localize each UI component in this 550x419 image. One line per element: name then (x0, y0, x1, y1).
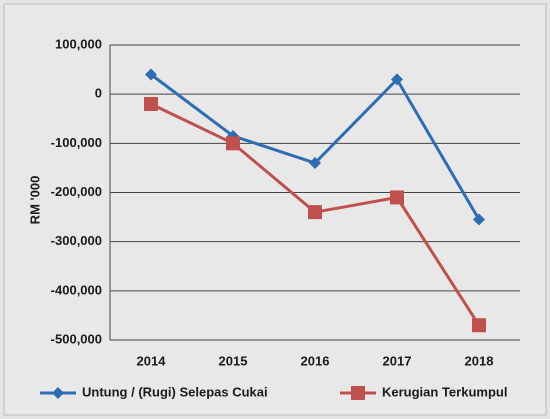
marker (144, 97, 158, 111)
marker (473, 213, 485, 226)
marker (226, 136, 240, 151)
marker (309, 157, 321, 169)
legend-label: Untung / (Rugi) Selepas Cukai (82, 384, 268, 399)
marker (390, 190, 404, 205)
y-tick-label: -500,000 (51, 331, 102, 346)
y-tick-label: 0 (95, 86, 102, 101)
y-tick-label: 100,000 (55, 36, 102, 51)
x-tick-label: 2018 (465, 353, 494, 368)
x-tick-label: 2016 (301, 353, 330, 368)
x-tick-label: 2015 (219, 353, 248, 368)
marker (351, 386, 365, 400)
marker (145, 68, 157, 81)
y-tick-label: -300,000 (51, 233, 102, 248)
y-tick-label: -100,000 (51, 135, 102, 150)
x-tick-label: 2014 (137, 353, 167, 368)
marker (52, 387, 64, 399)
y-tick-label: -200,000 (51, 184, 102, 199)
y-axis-label: RM '000 (27, 176, 42, 225)
marker (391, 73, 403, 86)
y-tick-label: -400,000 (51, 282, 102, 297)
legend-label: Kerugian Terkumpul (382, 384, 507, 399)
x-tick-label: 2017 (383, 353, 412, 368)
chart-frame (3, 3, 547, 416)
marker (308, 205, 322, 220)
marker (472, 318, 486, 333)
